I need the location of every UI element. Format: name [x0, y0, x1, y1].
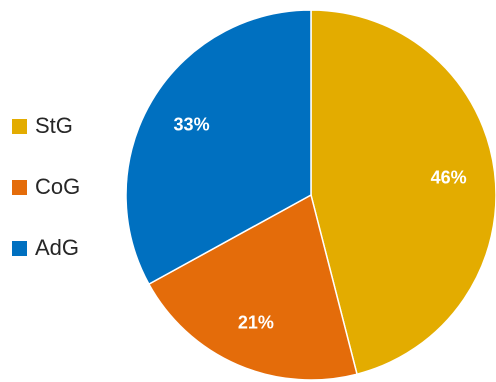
legend-swatch-stg	[12, 118, 27, 134]
slice-label-adg: 33%	[174, 114, 210, 134]
legend-swatch-cog	[12, 179, 27, 195]
legend-item-adg: AdG	[12, 234, 112, 262]
legend-item-cog: CoG	[12, 173, 112, 201]
legend-item-stg: StG	[12, 112, 112, 140]
slice-label-cog: 21%	[238, 312, 274, 332]
pie-slice-adg	[125, 9, 312, 286]
legend-label-adg: AdG	[35, 235, 80, 260]
legend-label-stg: StG	[35, 113, 73, 138]
pie-slice-stg	[310, 9, 496, 376]
slice-label-stg: 46%	[431, 168, 467, 188]
legend-swatch-adg	[12, 240, 27, 256]
legend-label-cog: CoG	[35, 174, 81, 199]
pie-slice-cog	[147, 193, 358, 381]
chart-legend: StG CoG AdG	[12, 112, 112, 295]
